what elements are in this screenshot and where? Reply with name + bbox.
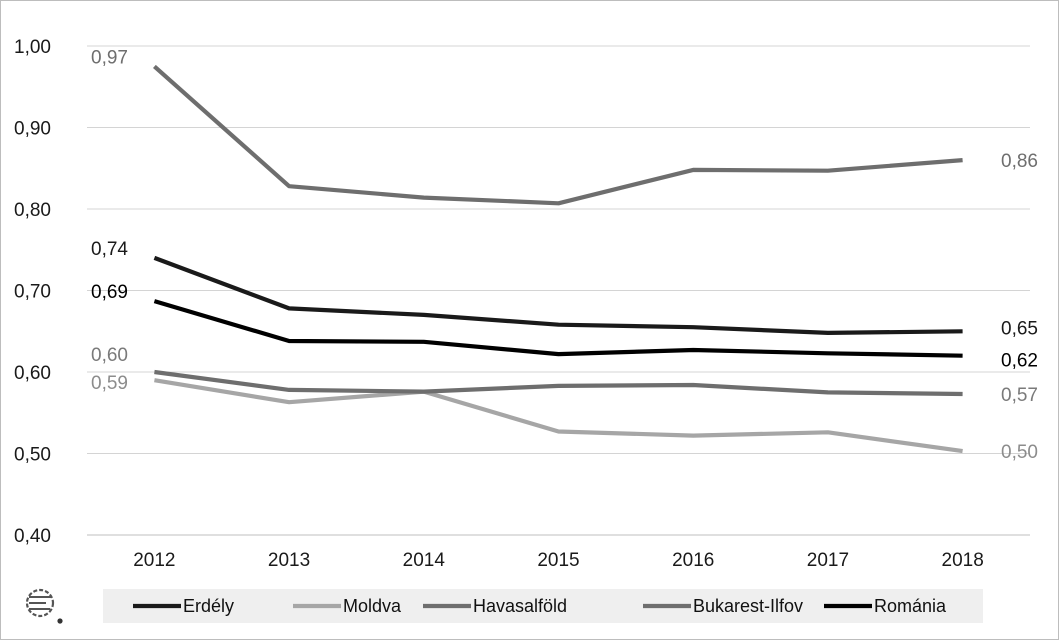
x-axis: 2012 2013 2014 2015 2016 2017 2018: [87, 534, 1030, 571]
end-value-label: 0,62: [1001, 351, 1038, 372]
y-axis: 0,40 0,50 0,60 0,70 0,80 0,90 1,00: [14, 37, 51, 547]
legend-entry: Havasalföld: [473, 596, 567, 616]
end-value-label: 0,50: [1001, 442, 1038, 463]
series-line-rom-nia: [153, 299, 963, 358]
legend-entry: Bukarest-Ilfov: [693, 596, 803, 616]
end-value-label: 0,65: [1001, 318, 1038, 339]
x-tick-label: 2018: [942, 550, 984, 571]
legend: Erdély Moldva Havasalföld Bukarest-Ilfov Rom…: [103, 589, 983, 623]
series-line-moldva: [154, 378, 963, 454]
y-tick-label: 0,50: [14, 445, 51, 466]
start-value-label: 0,60: [91, 345, 128, 366]
y-tick-label: 0,40: [14, 526, 51, 547]
institute-logo-icon: [25, 588, 63, 624]
start-value-label: 0,97: [91, 47, 128, 68]
x-tick-label: 2012: [133, 550, 175, 571]
legend-entry: Románia: [874, 596, 947, 616]
y-tick-label: 0,60: [14, 363, 51, 384]
end-value-label: 0,86: [1001, 151, 1038, 172]
y-tick-label: 0,90: [14, 119, 51, 140]
x-tick-label: 2016: [672, 550, 714, 571]
y-tick-label: 0,80: [14, 200, 51, 221]
y-tick-label: 1,00: [14, 37, 51, 58]
x-tick-label: 2013: [268, 550, 310, 571]
x-tick-label: 2015: [537, 550, 579, 571]
series-line-erd-ly: [153, 255, 963, 335]
series-line-bukarest-ilfov: [153, 64, 963, 206]
legend-entry: Erdély: [183, 596, 234, 616]
data-labels: 0,74 0,65 0,59 0,50 0,60 0,57 0,97 0,86 0,69 0,62: [91, 47, 1038, 463]
y-tick-label: 0,70: [14, 282, 51, 303]
start-value-label: 0,59: [91, 373, 128, 394]
series-lines: [153, 64, 963, 454]
start-value-label: 0,69: [91, 282, 128, 303]
series-line-havasalf-ld: [154, 369, 963, 397]
x-tick-label: 2017: [807, 550, 849, 571]
legend-entry: Moldva: [343, 596, 402, 616]
start-value-label: 0,74: [91, 239, 128, 260]
x-tick-label: 2014: [403, 550, 446, 571]
end-value-label: 0,57: [1001, 385, 1038, 406]
